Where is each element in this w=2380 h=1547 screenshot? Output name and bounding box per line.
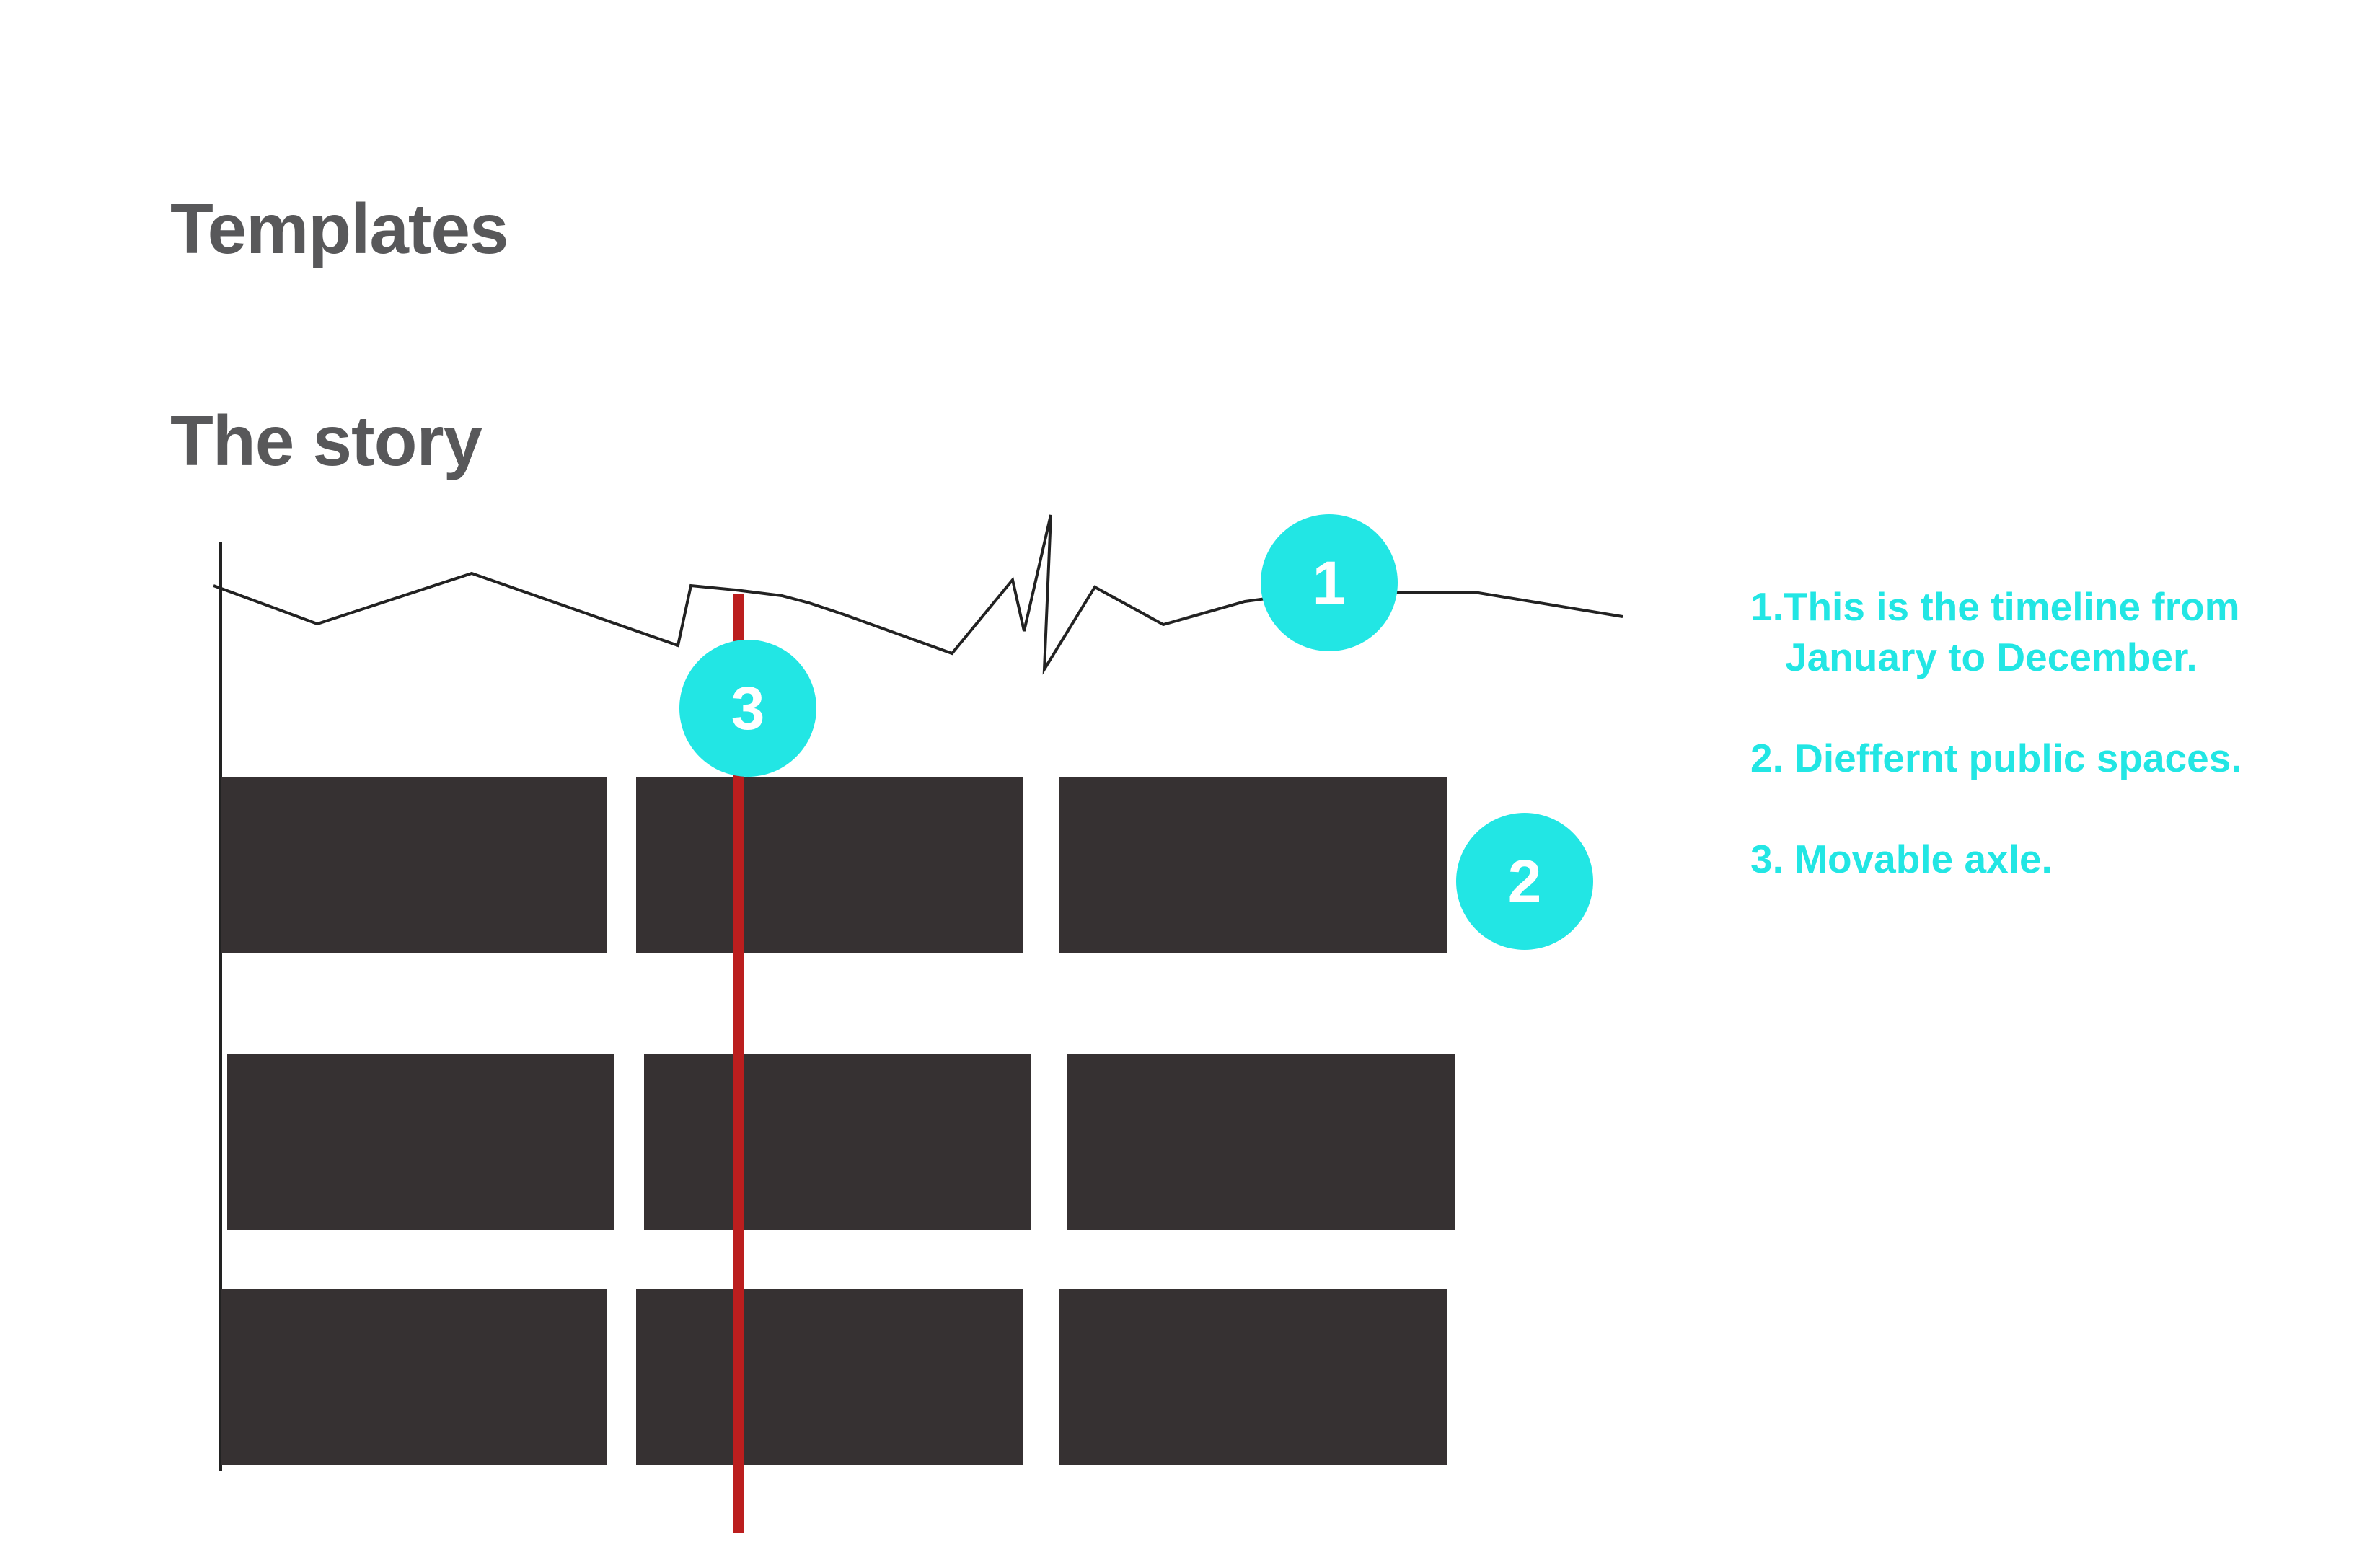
space-block[interactable] xyxy=(636,777,1023,953)
space-block[interactable] xyxy=(644,1054,1031,1230)
space-block[interactable] xyxy=(221,777,607,953)
marker-circle xyxy=(1456,813,1593,950)
section-title: The story xyxy=(170,401,482,480)
legend-item-timeline-line2: January to December. xyxy=(1785,635,2198,679)
space-block[interactable] xyxy=(1059,777,1447,953)
marker-axle[interactable]: 3 xyxy=(679,640,816,777)
space-block[interactable] xyxy=(221,1289,607,1465)
marker-spaces[interactable]: 2 xyxy=(1456,813,1593,950)
legend-item-timeline: 1.This is the timeline from January to D… xyxy=(1750,581,2342,682)
space-block-row-3 xyxy=(221,1289,1447,1465)
legend: 1.This is the timeline from January to D… xyxy=(1750,581,2342,935)
space-block[interactable] xyxy=(1059,1289,1447,1465)
space-block[interactable] xyxy=(636,1289,1023,1465)
legend-item-spaces: 2. Dieffernt public spaces. xyxy=(1750,736,2242,780)
marker-timeline[interactable]: 1 xyxy=(1261,514,1398,651)
marker-circle xyxy=(679,640,816,777)
timeline-line xyxy=(213,514,1623,675)
marker-label-3: 3 xyxy=(731,674,765,742)
page-title: Templates xyxy=(170,189,508,268)
marker-label-2: 2 xyxy=(1508,847,1542,915)
legend-item-axle: 3. Movable axle. xyxy=(1750,837,2053,881)
space-block[interactable] xyxy=(1067,1054,1455,1230)
space-block[interactable] xyxy=(227,1054,614,1230)
space-block-row-1 xyxy=(221,777,1447,953)
space-block-row-2 xyxy=(227,1054,1455,1230)
marker-label-1: 1 xyxy=(1313,549,1347,617)
legend-item-timeline-line1: 1.This is the timeline from xyxy=(1750,584,2240,629)
marker-circle xyxy=(1261,514,1398,651)
